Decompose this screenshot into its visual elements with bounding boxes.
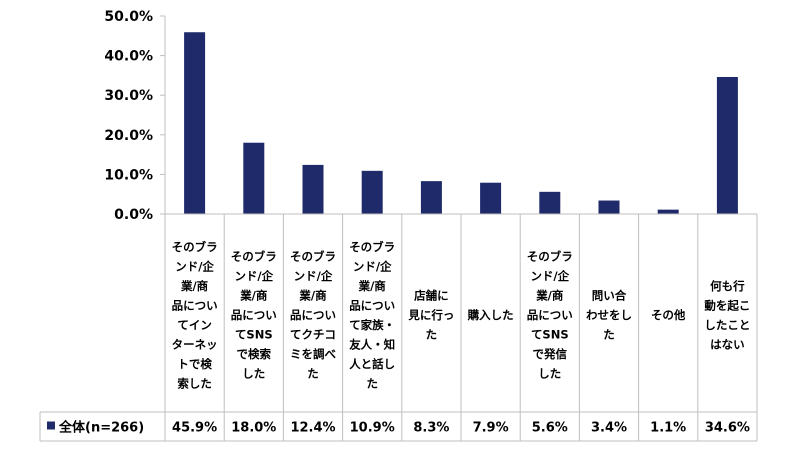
category-label: そのブラ (231, 250, 277, 264)
category-label: 業/商 (239, 289, 268, 303)
bar (361, 170, 383, 214)
category-label: た (426, 328, 438, 342)
category-label: てSNS (235, 328, 273, 342)
data-label: 12.4% (290, 421, 335, 436)
category-label: 店舗に (414, 289, 449, 303)
y-tick-label: 50.0% (104, 9, 153, 25)
category-label: た (366, 376, 378, 390)
data-label: 1.1% (650, 421, 686, 436)
category-label: 品につい (172, 298, 218, 312)
category-label: 何も行 (710, 279, 745, 293)
category-label: ミを調べ (290, 347, 336, 361)
category-label: 業/商 (298, 289, 327, 303)
category-label: そのブラ (349, 240, 395, 254)
category-label: ンド/企 (353, 259, 392, 273)
category-label: 動を起こ (704, 298, 750, 312)
category-label: てイン (177, 318, 212, 332)
category-label: てSNS (531, 328, 569, 342)
data-label: 5.6% (532, 421, 568, 436)
category-label: 品につい (290, 308, 336, 322)
category-label: た (603, 328, 615, 342)
data-label: 34.6% (705, 421, 750, 436)
category-label: 品につい (231, 308, 277, 322)
category-label: その他 (651, 308, 686, 322)
category-label: て家族・ (349, 318, 395, 332)
category-label: 品につい (527, 308, 573, 322)
category-label: 索した (177, 376, 212, 390)
category-label: そのブラ (527, 250, 573, 264)
category-label: てクチコ (290, 328, 336, 342)
category-label: した (538, 367, 561, 381)
category-label: したこと (704, 318, 750, 332)
category-label: ンド/企 (234, 269, 273, 283)
category-label: 見に行っ (407, 308, 454, 322)
category-label: ンド/企 (175, 259, 214, 273)
bar (243, 142, 265, 214)
bar (420, 181, 442, 214)
bar (302, 164, 324, 214)
category-label: 業/商 (358, 279, 387, 293)
category-label: トで検 (177, 357, 212, 371)
legend-label: 全体(n=266) (58, 420, 144, 436)
data-label: 18.0% (231, 421, 276, 436)
category-label: ンド/企 (530, 269, 569, 283)
bar (480, 182, 502, 214)
category-label: そのブラ (172, 240, 218, 254)
category-label: はない (710, 337, 745, 351)
category-label: た (307, 367, 319, 381)
category-label: 業/商 (180, 279, 209, 293)
category-label: ンド/企 (294, 269, 333, 283)
data-label: 7.9% (473, 421, 509, 436)
category-label: 問い合 (592, 289, 627, 303)
data-label: 8.3% (413, 421, 449, 436)
category-label: ターネッ (172, 337, 218, 351)
bar (184, 32, 206, 215)
y-tick-label: 10.0% (104, 167, 153, 183)
category-label: で検索 (237, 347, 272, 361)
y-tick-label: 30.0% (104, 88, 153, 104)
category-label: そのブラ (290, 250, 336, 264)
category-label: した (242, 367, 265, 381)
data-label: 45.9% (172, 421, 217, 436)
category-label: わせをし (586, 308, 632, 322)
category-label: 品につい (349, 298, 395, 312)
category-label: で発信 (533, 347, 568, 361)
bar (716, 76, 738, 214)
legend-swatch (47, 421, 55, 430)
bar (598, 200, 620, 214)
category-label: 人と話し (349, 357, 395, 371)
category-label: 購入した (467, 308, 514, 322)
category-label: 業/商 (535, 289, 564, 303)
bar (657, 209, 679, 214)
y-tick-label: 20.0% (104, 128, 153, 144)
data-label: 10.9% (350, 421, 395, 436)
y-tick-label: 40.0% (104, 49, 153, 65)
bar (539, 191, 561, 214)
data-label: 3.4% (591, 421, 627, 436)
y-tick-label: 0.0% (114, 207, 153, 223)
category-label: 友人・知 (349, 337, 395, 351)
